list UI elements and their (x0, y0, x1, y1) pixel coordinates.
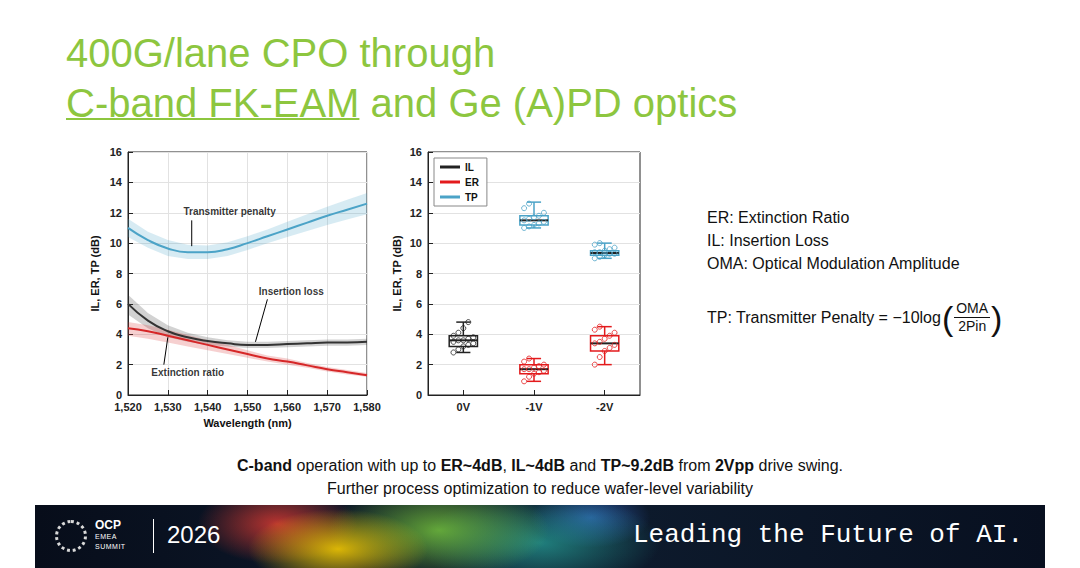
svg-text:16: 16 (410, 146, 422, 158)
html-text:C-band operation with up to ER: C-band operation with up to ER~4dB, IL~4… (237, 457, 843, 474)
svg-text:0: 0 (116, 389, 122, 401)
svg-text:TP: TP (465, 192, 478, 203)
svg-text:1,540: 1,540 (194, 401, 222, 413)
html-text:IL: Insertion Loss: IL: Insertion Loss (707, 232, 829, 249)
html-text:OMA: Optical Modulation Amplit: OMA: Optical Modulation Amplitude (707, 255, 960, 272)
html-text:OMA: OMA (956, 300, 989, 316)
html-text:2026: 2026 (167, 521, 221, 548)
svg-text:1,550: 1,550 (234, 401, 262, 413)
html-text:Further process optimization t: Further process optimization to reduce w… (327, 480, 753, 497)
svg-text:IL: IL (465, 162, 474, 173)
html-text:Leading the Future of AI.: Leading the Future of AI. (632, 520, 1023, 550)
svg-text:10: 10 (110, 237, 122, 249)
svg-text:0: 0 (416, 389, 422, 401)
svg-text:1,560: 1,560 (274, 401, 302, 413)
svg-text:4: 4 (116, 328, 123, 340)
svg-text:-2V: -2V (596, 401, 614, 413)
svg-text:Extinction ratio: Extinction ratio (151, 367, 224, 378)
svg-text:12: 12 (110, 207, 122, 219)
svg-text:16: 16 (110, 146, 122, 158)
html-text:SUMMIT: SUMMIT (95, 543, 126, 550)
svg-text:1,580: 1,580 (353, 401, 381, 413)
svg-text:Insertion loss: Insertion loss (259, 286, 324, 297)
svg-text:6: 6 (116, 298, 122, 310)
svg-text:6: 6 (416, 298, 422, 310)
html-text:OCP: OCP (95, 518, 121, 532)
svg-text:14: 14 (110, 176, 123, 188)
svg-text:10: 10 (410, 237, 422, 249)
svg-text:1,570: 1,570 (313, 401, 341, 413)
svg-text:ER: ER (465, 177, 480, 188)
svg-text:8: 8 (416, 268, 422, 280)
html-text:400G/lane CPO through: 400G/lane CPO through (66, 31, 496, 75)
html-text:C-band FK-EAM and Ge (A)PD opt: C-band FK-EAM and Ge (A)PD optics (66, 81, 738, 125)
html-text:ER: Extinction Ratio: ER: Extinction Ratio (707, 209, 850, 226)
svg-text:IL, ER, TP (dB): IL, ER, TP (dB) (391, 235, 403, 312)
html-text:EMEA: EMEA (95, 533, 117, 540)
svg-text:Wavelength (nm): Wavelength (nm) (203, 417, 292, 429)
svg-text:4: 4 (416, 328, 423, 340)
svg-text:0V: 0V (457, 401, 471, 413)
svg-text:1,520: 1,520 (114, 401, 142, 413)
svg-text:8: 8 (116, 268, 122, 280)
svg-text:Transmitter penalty: Transmitter penalty (183, 206, 276, 217)
svg-text:1,530: 1,530 (154, 401, 182, 413)
svg-text:IL, ER, TP (dB): IL, ER, TP (dB) (89, 235, 101, 312)
svg-text:2: 2 (416, 359, 422, 371)
svg-text:-1V: -1V (525, 401, 543, 413)
svg-text:12: 12 (410, 207, 422, 219)
svg-text:2: 2 (116, 359, 122, 371)
html-text:TP: Transmitter Penalty = −10l: TP: Transmitter Penalty = −10log (707, 308, 941, 326)
html-text:2Pin: 2Pin (958, 318, 987, 334)
svg-text:14: 14 (410, 176, 423, 188)
